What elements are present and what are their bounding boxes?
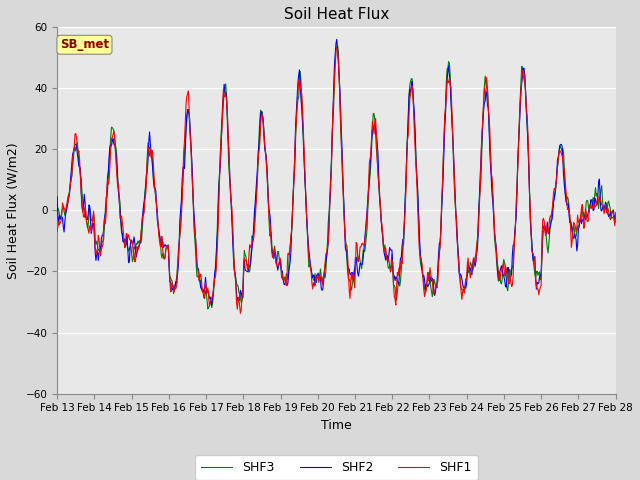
SHF3: [612, 215, 620, 220]
SHF3: [63, 199, 71, 204]
SHF2: [422, 282, 430, 288]
SHF1: [333, 45, 340, 51]
Title: Soil Heat Flux: Soil Heat Flux: [284, 7, 389, 22]
SHF1: [177, 212, 185, 217]
Legend: SHF3, SHF2, SHF1: SHF3, SHF2, SHF1: [195, 455, 478, 480]
Line: SHF2: SHF2: [57, 39, 616, 305]
SHF1: [121, 245, 129, 251]
SHF1: [207, 297, 215, 303]
SHF2: [406, 87, 413, 93]
SHF3: [121, 237, 129, 243]
SHF3: [333, 43, 341, 48]
SHF2: [207, 299, 215, 305]
Line: SHF3: SHF3: [57, 46, 616, 309]
SHF3: [204, 306, 212, 312]
SHF1: [237, 311, 244, 316]
SHF2: [121, 236, 129, 242]
SHF1: [53, 228, 61, 234]
SHF2: [53, 194, 61, 200]
SHF2: [333, 36, 340, 42]
SHF2: [208, 302, 216, 308]
SHF2: [63, 203, 71, 209]
Y-axis label: Soil Heat Flux (W/m2): Soil Heat Flux (W/m2): [7, 142, 20, 279]
Text: SB_met: SB_met: [60, 38, 109, 51]
SHF3: [422, 283, 430, 288]
SHF1: [406, 96, 413, 102]
SHF3: [208, 305, 216, 311]
SHF3: [53, 206, 61, 212]
SHF2: [177, 198, 185, 204]
SHF1: [422, 288, 430, 294]
SHF1: [63, 201, 71, 207]
SHF3: [406, 83, 413, 88]
X-axis label: Time: Time: [321, 419, 352, 432]
SHF1: [612, 210, 620, 216]
SHF2: [612, 212, 620, 217]
SHF3: [177, 204, 185, 210]
Line: SHF1: SHF1: [57, 48, 616, 313]
